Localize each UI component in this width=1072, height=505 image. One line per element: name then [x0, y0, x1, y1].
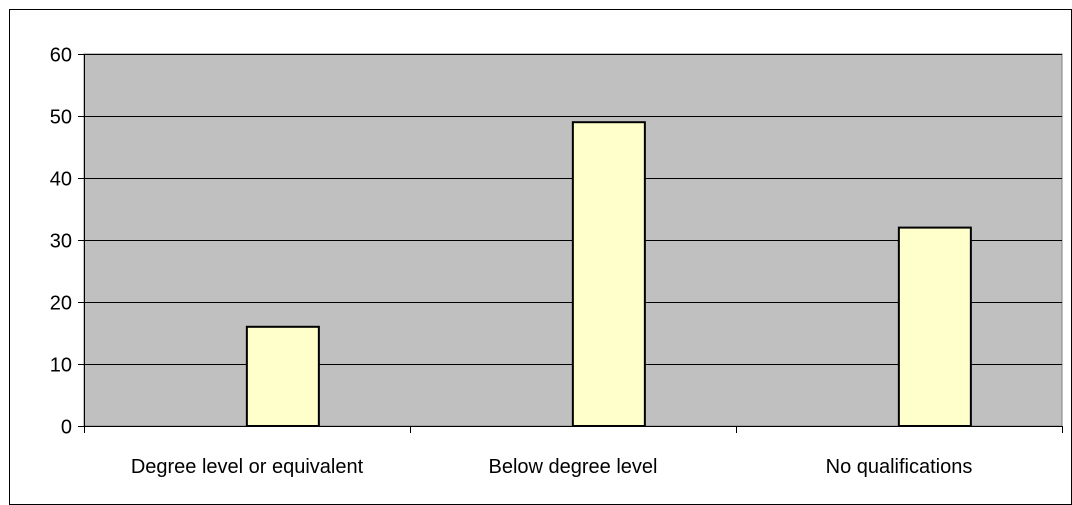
axes [84, 54, 1063, 433]
x-category-label: Degree level or equivalent [131, 456, 364, 478]
y-tick-label: 30 [50, 231, 72, 253]
y-tick-label: 20 [50, 293, 72, 315]
y-tick-label: 10 [50, 355, 72, 377]
y-tick-label: 40 [50, 169, 72, 191]
x-axis-labels: Degree level or equivalent Below degree l… [131, 456, 973, 478]
bars [245, 121, 972, 427]
y-tick-label: 60 [50, 45, 72, 67]
x-category-label: No qualifications [826, 456, 973, 478]
bar [571, 121, 646, 427]
y-tick-label: 0 [61, 417, 72, 439]
y-axis-ticks: 0 10 20 30 40 50 60 [50, 45, 84, 439]
x-category-label: Below degree level [489, 456, 658, 478]
bar [897, 226, 972, 427]
bar [245, 325, 320, 427]
y-tick-label: 50 [50, 107, 72, 129]
